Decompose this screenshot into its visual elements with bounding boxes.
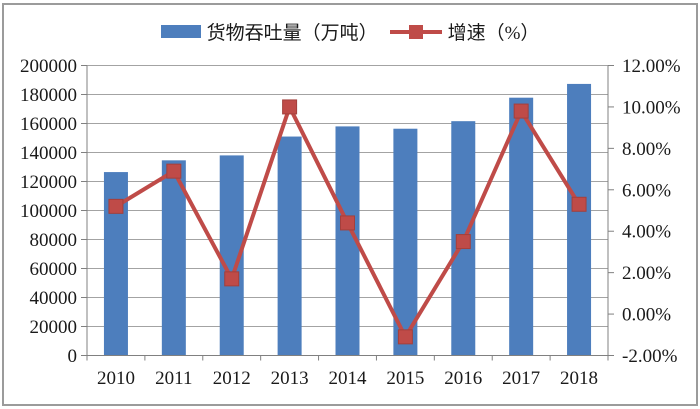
bar-2018 xyxy=(567,83,592,356)
x-axis-label-2016: 2016 xyxy=(444,368,482,389)
x-axis-label-2015: 2015 xyxy=(386,368,424,389)
right-axis-tick-label: 10.00% xyxy=(622,97,681,118)
right-axis-tick-label: 8.00% xyxy=(622,139,671,160)
growth-marker-2011 xyxy=(166,163,182,179)
legend-line-marker xyxy=(408,24,423,39)
x-axis-label-2013: 2013 xyxy=(271,368,309,389)
left-axis-tick-label: 20000 xyxy=(30,317,78,338)
bar-2013 xyxy=(277,136,302,356)
left-axis-tick-label: 40000 xyxy=(30,288,78,309)
growth-marker-2010 xyxy=(108,198,124,214)
bar-2017 xyxy=(509,97,534,356)
legend-label-throughput: 货物吞吐量（万吨） xyxy=(206,23,378,44)
legend-line-swatch-icon xyxy=(389,24,442,39)
legend-bar-swatch-icon xyxy=(160,25,201,38)
legend: 货物吞吐量（万吨） 增速（%） xyxy=(0,18,700,45)
left-axis-tick-label: 180000 xyxy=(20,85,77,106)
x-axis-label-2017: 2017 xyxy=(502,368,540,389)
right-axis-tick-label: -2.00% xyxy=(622,346,678,367)
x-axis-label-2012: 2012 xyxy=(213,368,251,389)
left-axis-tick-label: 0 xyxy=(68,346,78,367)
right-axis-tick-label: 6.00% xyxy=(622,180,671,201)
growth-marker-2017 xyxy=(513,103,529,119)
right-axis-tick-label: 12.00% xyxy=(622,56,681,77)
left-axis-tick-label: 160000 xyxy=(20,114,77,135)
right-axis-tick-label: 4.00% xyxy=(622,222,671,243)
legend-label-growth: 增速（%） xyxy=(447,23,540,44)
growth-marker-2012 xyxy=(224,271,240,287)
x-axis-label-2018: 2018 xyxy=(560,368,598,389)
left-axis-tick-label: 80000 xyxy=(30,230,78,251)
left-axis-tick-label: 200000 xyxy=(20,56,77,77)
growth-marker-2013 xyxy=(282,99,298,115)
growth-marker-2014 xyxy=(340,215,355,231)
right-axis-tick-label: 0.00% xyxy=(622,305,671,326)
right-axis-tick-label: 2.00% xyxy=(622,263,671,284)
left-axis-tick-label: 60000 xyxy=(30,259,78,280)
bar-2011 xyxy=(161,160,186,356)
left-axis-tick-label: 120000 xyxy=(20,172,77,193)
legend-item-growth: 增速（%） xyxy=(389,18,540,45)
growth-marker-2015 xyxy=(397,329,413,345)
legend-item-throughput: 货物吞吐量（万吨） xyxy=(160,18,378,45)
x-axis-label-2014: 2014 xyxy=(329,368,368,389)
left-axis-tick-label: 140000 xyxy=(20,143,77,164)
left-axis-tick-label: 100000 xyxy=(20,201,77,222)
x-axis-label-2010: 2010 xyxy=(97,368,135,389)
x-axis-label-2011: 2011 xyxy=(155,368,192,389)
growth-marker-2016 xyxy=(455,234,471,250)
growth-marker-2018 xyxy=(571,196,587,212)
